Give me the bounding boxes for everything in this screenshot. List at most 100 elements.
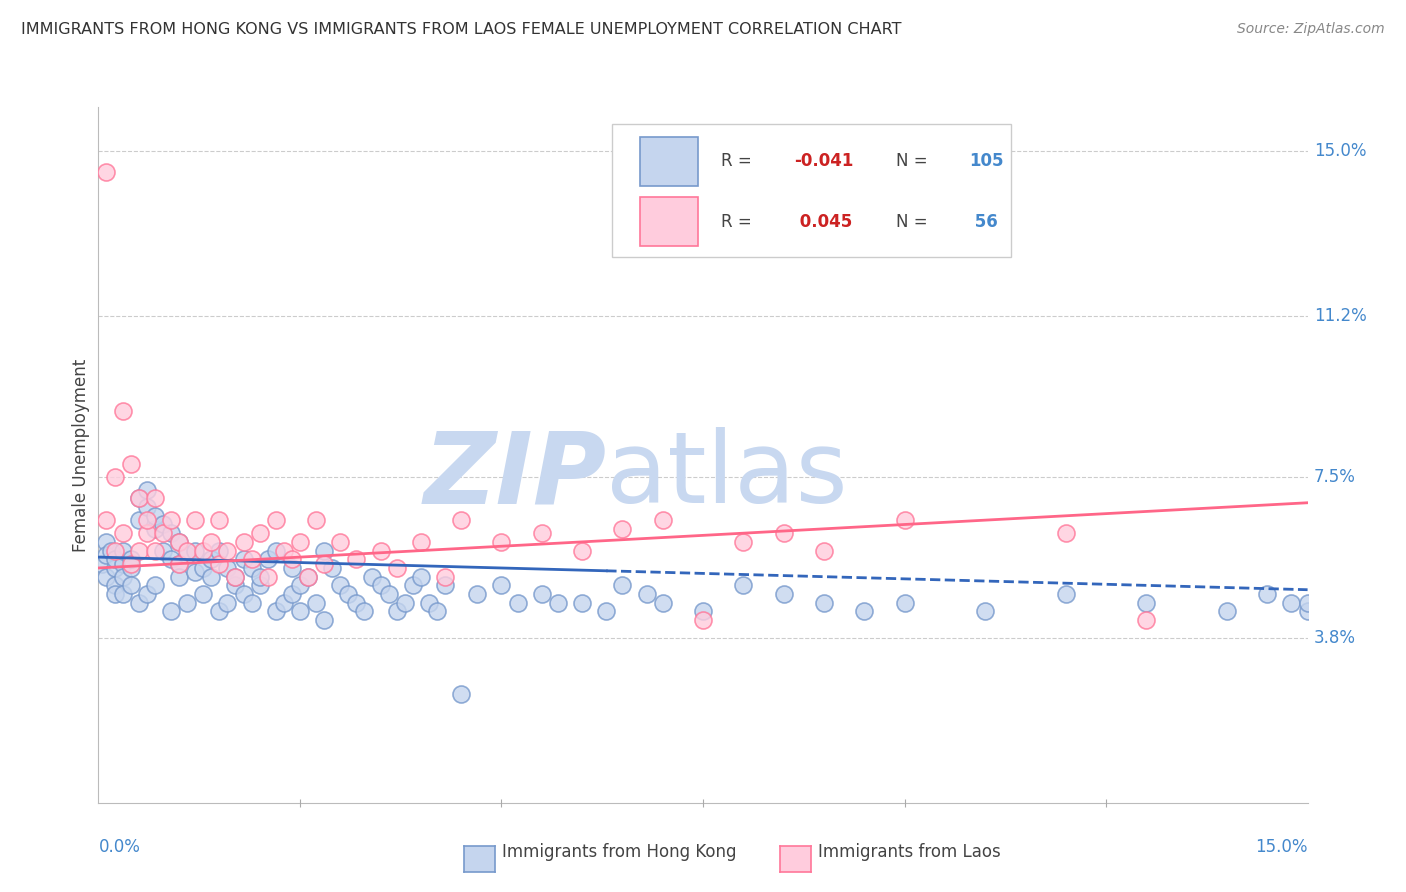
Point bbox=[152, 543, 174, 558]
Point bbox=[103, 543, 125, 558]
Point bbox=[143, 578, 166, 592]
Text: 11.2%: 11.2% bbox=[1313, 307, 1367, 325]
Point bbox=[329, 578, 352, 592]
Point bbox=[321, 561, 343, 575]
Point bbox=[1135, 596, 1157, 610]
Text: IMMIGRANTS FROM HONG KONG VS IMMIGRANTS FROM LAOS FEMALE UNEMPLOYMENT CORRELATIO: IMMIGRANTS FROM HONG KONG VS IMMIGRANTS … bbox=[21, 22, 901, 37]
Point bbox=[143, 543, 166, 558]
Text: N =: N = bbox=[897, 153, 934, 170]
Text: R =: R = bbox=[721, 153, 758, 170]
Point bbox=[409, 535, 432, 549]
Text: 3.8%: 3.8% bbox=[1313, 629, 1355, 647]
Point bbox=[1256, 587, 1278, 601]
Point bbox=[344, 596, 367, 610]
Point bbox=[385, 605, 408, 619]
Point bbox=[135, 500, 157, 514]
Point bbox=[128, 543, 150, 558]
Point bbox=[853, 605, 876, 619]
Point bbox=[595, 605, 617, 619]
Y-axis label: Female Unemployment: Female Unemployment bbox=[72, 359, 90, 551]
Text: ZIP: ZIP bbox=[423, 427, 606, 524]
Point bbox=[314, 543, 336, 558]
Point bbox=[813, 543, 835, 558]
Point bbox=[240, 596, 263, 610]
Point bbox=[612, 522, 634, 536]
Point bbox=[377, 587, 399, 601]
Point bbox=[103, 587, 125, 601]
Point bbox=[281, 561, 304, 575]
Point bbox=[120, 578, 142, 592]
Point bbox=[1296, 605, 1319, 619]
Point bbox=[370, 543, 392, 558]
Point bbox=[167, 535, 190, 549]
Point bbox=[217, 543, 239, 558]
Point bbox=[772, 587, 794, 601]
Point bbox=[200, 570, 222, 584]
Point bbox=[256, 552, 278, 566]
Point bbox=[111, 526, 134, 541]
Point bbox=[256, 570, 278, 584]
Point bbox=[224, 578, 246, 592]
Point bbox=[96, 535, 118, 549]
Point bbox=[361, 570, 384, 584]
Point bbox=[281, 587, 304, 601]
Text: 56: 56 bbox=[969, 213, 998, 231]
Point bbox=[385, 561, 408, 575]
Point bbox=[193, 561, 215, 575]
Point bbox=[281, 552, 304, 566]
Point bbox=[370, 578, 392, 592]
Point bbox=[240, 552, 263, 566]
Point bbox=[128, 491, 150, 506]
Point bbox=[297, 570, 319, 584]
Text: 15.0%: 15.0% bbox=[1313, 142, 1367, 160]
Point bbox=[167, 557, 190, 571]
Point bbox=[96, 570, 118, 584]
Point bbox=[288, 535, 311, 549]
Point bbox=[491, 535, 513, 549]
Point bbox=[160, 513, 183, 527]
Text: 7.5%: 7.5% bbox=[1313, 467, 1355, 485]
Point bbox=[636, 587, 658, 601]
Point bbox=[288, 578, 311, 592]
Point bbox=[530, 587, 553, 601]
Point bbox=[353, 605, 375, 619]
Point bbox=[733, 535, 755, 549]
Point bbox=[96, 513, 118, 527]
Point bbox=[184, 543, 207, 558]
Point bbox=[103, 552, 125, 566]
Point bbox=[288, 605, 311, 619]
Point bbox=[120, 557, 142, 571]
Point bbox=[193, 543, 215, 558]
Point bbox=[96, 165, 118, 179]
Point bbox=[208, 513, 231, 527]
Point bbox=[120, 561, 142, 575]
Point bbox=[491, 578, 513, 592]
Point bbox=[167, 535, 190, 549]
Point bbox=[111, 543, 134, 558]
Text: 15.0%: 15.0% bbox=[1256, 838, 1308, 855]
Point bbox=[314, 557, 336, 571]
FancyBboxPatch shape bbox=[640, 197, 699, 246]
Point bbox=[217, 561, 239, 575]
Point bbox=[160, 526, 183, 541]
Point bbox=[135, 483, 157, 497]
Point bbox=[434, 570, 457, 584]
Point bbox=[143, 491, 166, 506]
Point bbox=[232, 587, 254, 601]
Point bbox=[1135, 613, 1157, 627]
Point bbox=[111, 570, 134, 584]
Text: Source: ZipAtlas.com: Source: ZipAtlas.com bbox=[1237, 22, 1385, 37]
Point bbox=[200, 552, 222, 566]
Point bbox=[184, 513, 207, 527]
Point bbox=[152, 526, 174, 541]
Point bbox=[167, 570, 190, 584]
Point bbox=[692, 605, 714, 619]
Point bbox=[176, 548, 198, 562]
Point bbox=[217, 596, 239, 610]
Point bbox=[1216, 605, 1239, 619]
Text: 0.045: 0.045 bbox=[793, 213, 852, 231]
Point bbox=[434, 578, 457, 592]
Text: 105: 105 bbox=[969, 153, 1004, 170]
Point bbox=[200, 535, 222, 549]
Point bbox=[733, 578, 755, 592]
